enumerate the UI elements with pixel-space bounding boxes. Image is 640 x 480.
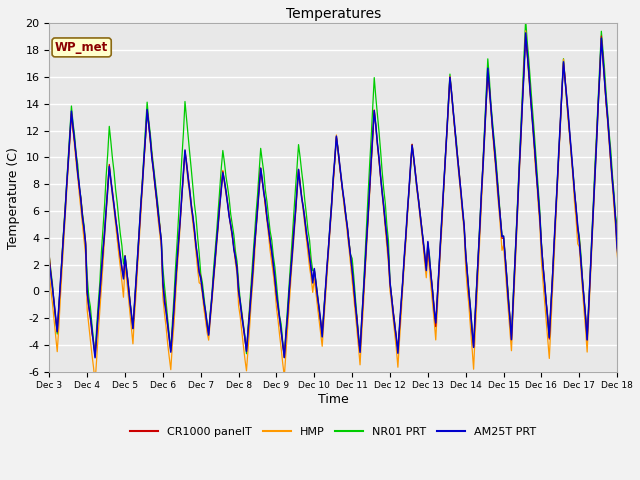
CR1000 panelT — [66, 135, 74, 141]
NR01 PRT — [66, 128, 74, 134]
HMP — [85, 323, 93, 328]
HMP — [477, 200, 485, 206]
NR01 PRT — [45, 254, 53, 260]
Title: Temperatures: Temperatures — [285, 7, 381, 21]
HMP — [522, 28, 529, 34]
Line: NR01 PRT: NR01 PRT — [49, 19, 640, 358]
CR1000 panelT — [569, 170, 577, 176]
NR01 PRT — [358, 319, 365, 325]
X-axis label: Time: Time — [318, 393, 349, 406]
Line: HMP: HMP — [49, 31, 640, 383]
NR01 PRT — [522, 16, 529, 22]
HMP — [45, 271, 53, 276]
CR1000 panelT — [85, 304, 93, 310]
CR1000 panelT — [45, 253, 53, 259]
AM25T PRT — [522, 30, 529, 36]
AM25T PRT — [85, 303, 93, 309]
CR1000 panelT — [477, 190, 485, 196]
Line: CR1000 panelT: CR1000 panelT — [49, 35, 640, 358]
HMP — [66, 138, 74, 144]
CR1000 panelT — [358, 321, 365, 326]
NR01 PRT — [280, 355, 288, 360]
CR1000 panelT — [522, 32, 529, 38]
NR01 PRT — [477, 190, 485, 196]
AM25T PRT — [92, 355, 99, 360]
Y-axis label: Temperature (C): Temperature (C) — [7, 147, 20, 249]
CR1000 panelT — [280, 355, 288, 360]
AM25T PRT — [45, 260, 53, 266]
AM25T PRT — [66, 134, 74, 140]
Text: WP_met: WP_met — [55, 41, 108, 54]
NR01 PRT — [569, 168, 577, 174]
Legend: CR1000 panelT, HMP, NR01 PRT, AM25T PRT: CR1000 panelT, HMP, NR01 PRT, AM25T PRT — [126, 422, 541, 442]
Line: AM25T PRT: AM25T PRT — [49, 33, 640, 358]
AM25T PRT — [477, 188, 485, 194]
HMP — [569, 175, 577, 181]
AM25T PRT — [569, 169, 577, 175]
HMP — [92, 380, 99, 385]
HMP — [358, 333, 365, 339]
NR01 PRT — [85, 294, 93, 300]
AM25T PRT — [358, 320, 365, 325]
